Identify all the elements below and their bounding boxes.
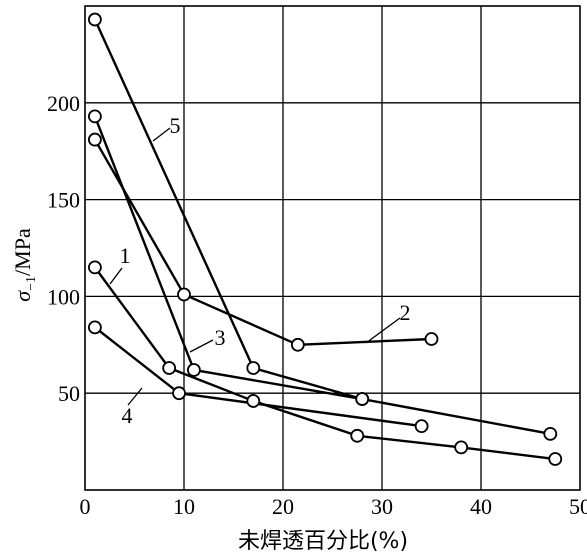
y-tick-label: 50 <box>58 381 80 406</box>
series-layer <box>88 12 563 466</box>
series-2-line <box>93 138 432 346</box>
series-3-leader <box>189 339 214 353</box>
series-1-point <box>246 394 261 408</box>
series-2-point <box>290 337 305 352</box>
y-axis-label-subscript: −1 <box>24 276 39 291</box>
series-3-label: 3 <box>215 325 226 350</box>
series-3-point <box>543 426 558 441</box>
series-1-point <box>162 361 177 375</box>
series-2-point <box>424 332 439 346</box>
series-2-point <box>88 132 102 147</box>
y-axis-label-symbol: σ <box>10 290 35 302</box>
series-5-leader <box>152 127 171 142</box>
label-layer: 1 2 3 4 5 <box>109 113 411 428</box>
x-tick-label: 20 <box>272 494 294 519</box>
x-axis-label: 未焊透百分比(%) <box>238 529 408 554</box>
series-2-point <box>177 287 191 302</box>
series-5-point <box>88 12 102 27</box>
series-1-point <box>548 452 563 466</box>
x-tick-label: 30 <box>371 494 393 519</box>
series-1-leader <box>109 267 123 285</box>
series-4-point <box>172 386 186 401</box>
series-2-label: 2 <box>400 300 411 325</box>
x-tick-label: 50 <box>569 494 587 519</box>
series-4-leader <box>127 387 143 406</box>
x-tick-label: 10 <box>173 494 195 519</box>
y-tick-label: 150 <box>47 188 80 213</box>
series-4-label: 4 <box>122 403 133 428</box>
series-5-point <box>355 392 370 406</box>
y-tick-label: 200 <box>47 91 80 116</box>
grid-layer <box>84 5 581 491</box>
plot-frame <box>84 5 581 491</box>
series-3-line <box>93 115 551 436</box>
series-3-point <box>88 109 102 124</box>
series-5-label: 5 <box>170 113 181 138</box>
series-4-point <box>414 419 429 434</box>
series-1-line <box>93 266 556 461</box>
series-3-point <box>186 363 201 377</box>
series-1-point <box>350 428 365 443</box>
tick-layer: 0 10 20 30 40 50 50 100 150 200 <box>47 91 587 519</box>
series-2-leader <box>365 317 401 344</box>
series-1-point <box>88 260 102 275</box>
series-1-point <box>454 440 469 455</box>
y-axis-label-unit: /MPa <box>10 228 35 276</box>
x-tick-label: 0 <box>80 494 91 519</box>
y-tick-label: 100 <box>47 284 80 309</box>
series-5-point <box>246 361 261 375</box>
x-tick-label: 40 <box>470 494 492 519</box>
y-axis-label: σ−1/MPa <box>10 228 39 302</box>
series-4-point <box>88 320 102 335</box>
series-1-label: 1 <box>120 243 131 268</box>
